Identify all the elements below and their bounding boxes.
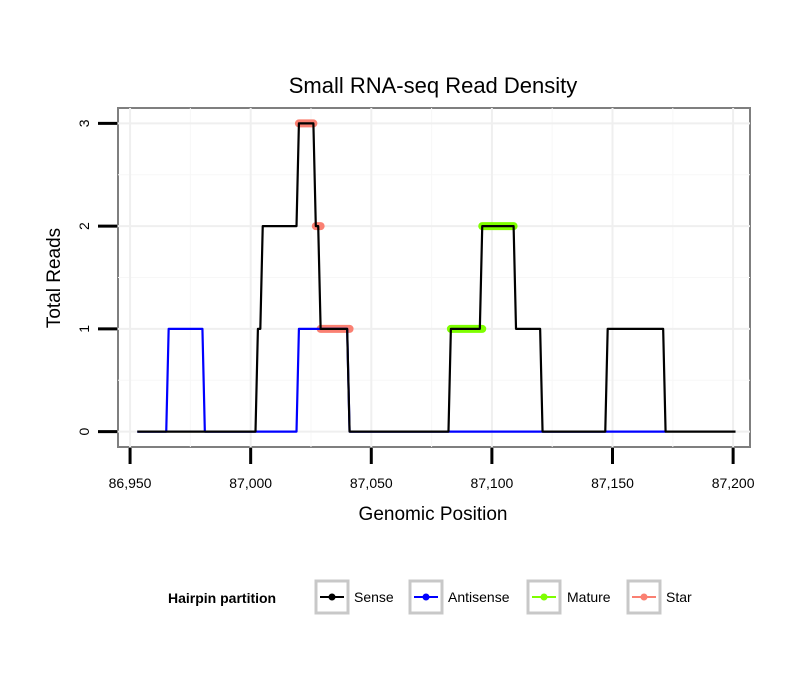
- series-sense-line: [137, 122, 736, 433]
- y-tick-label: 1: [76, 325, 92, 333]
- x-tick-label: 87,100: [470, 475, 513, 491]
- legend-label: Antisense: [448, 589, 510, 605]
- legend-label: Sense: [354, 589, 394, 605]
- legend: Hairpin partition Sense Antisense Mature St…: [168, 579, 692, 615]
- series-layer: [137, 119, 736, 433]
- chart-title: Small RNA-seq Read Density: [289, 73, 578, 98]
- legend-key-dot: [422, 593, 430, 601]
- x-tick-label: 86,950: [109, 475, 152, 491]
- y-axis: 0 1 2 3: [76, 119, 117, 435]
- x-tick-label: 87,050: [350, 475, 393, 491]
- x-axis-title: Genomic Position: [359, 504, 508, 525]
- x-tick-label: 87,150: [591, 475, 634, 491]
- legend-title: Hairpin partition: [168, 590, 276, 606]
- x-axis: 86,950 87,000 87,050 87,100 87,150 87,200: [109, 448, 755, 491]
- y-tick-label: 3: [76, 119, 92, 127]
- x-tick-label: 87,000: [229, 475, 272, 491]
- legend-label: Mature: [567, 589, 611, 605]
- legend-label: Star: [666, 589, 692, 605]
- y-tick-label: 2: [76, 222, 92, 230]
- y-tick-label: 0: [76, 427, 92, 435]
- legend-key-dot: [328, 593, 336, 601]
- y-axis-title: Total Reads: [44, 228, 65, 328]
- x-tick-label: 87,200: [712, 475, 755, 491]
- legend-key-dot: [540, 593, 548, 601]
- legend-key-dot: [640, 593, 648, 601]
